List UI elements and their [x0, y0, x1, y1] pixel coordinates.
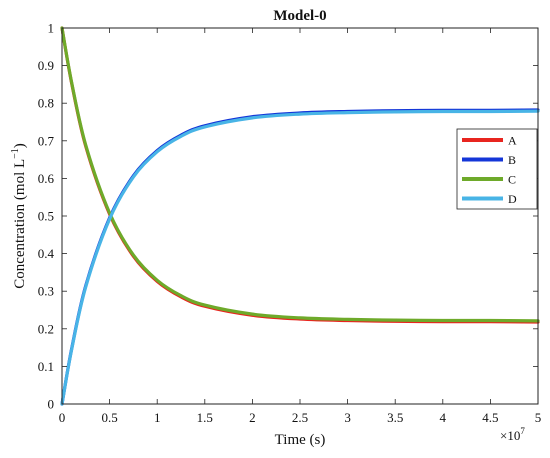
- plot-background: [62, 28, 538, 404]
- series-line-C: [60, 26, 540, 323]
- legend-label-A: A: [508, 134, 517, 148]
- legend-label-D: D: [508, 192, 517, 206]
- x-tick-label: 1: [154, 410, 161, 425]
- y-tick-label: 0.6: [38, 171, 55, 186]
- y-tick-label: 0.9: [38, 58, 54, 73]
- x-tick-label: 4: [440, 410, 447, 425]
- legend-label-B: B: [508, 153, 516, 167]
- x-exponent-base: ×10: [500, 428, 520, 443]
- x-tick-label: 1.5: [197, 410, 213, 425]
- y-axis-label-main: Concentration (mol L: [12, 159, 28, 289]
- x-exponent-label: ×107: [500, 426, 525, 443]
- series-layer: [60, 26, 540, 406]
- x-tick-label: 3.5: [387, 410, 403, 425]
- y-tick-label: 0.2: [38, 321, 54, 336]
- y-tick-label: 0.4: [38, 246, 55, 261]
- y-axis-label-superscript: −1: [10, 148, 21, 159]
- y-tick-label: 0.5: [38, 209, 54, 224]
- x-tick-label: 3: [344, 410, 351, 425]
- y-axis-label-close: ): [12, 143, 28, 148]
- x-axis-label: Time (s): [275, 432, 326, 448]
- x-tick-label: 2.5: [292, 410, 308, 425]
- legend-box: [456, 128, 538, 210]
- y-tick-label: 0.7: [38, 133, 55, 148]
- chart-title: Model-0: [273, 8, 326, 24]
- x-tick-label: 0: [59, 410, 66, 425]
- y-tick-label: 0.3: [38, 284, 54, 299]
- y-axis-ticks: 0 0.1 0.2 0.3 0.4 0.5 0.6 0.7 0.8 0.9 1: [38, 21, 538, 412]
- y-tick-label: 0.1: [38, 359, 54, 374]
- y-tick-label: 0.8: [38, 96, 54, 111]
- series-line-D: [60, 109, 540, 406]
- x-tick-label: 5: [535, 410, 542, 425]
- y-axis-label: Concentration (mol L−1): [10, 143, 28, 289]
- x-axis-ticks: 0 0.5 1 1.5 2 2.5 3 3.5 4 4.5 5: [59, 28, 542, 425]
- x-tick-label: 2: [249, 410, 256, 425]
- legend-label-C: C: [508, 173, 516, 187]
- y-tick-label: 0: [48, 397, 55, 412]
- x-tick-label: 4.5: [482, 410, 498, 425]
- y-tick-label: 1: [48, 21, 55, 36]
- x-tick-label: 0.5: [101, 410, 117, 425]
- x-exponent-power: 7: [520, 426, 525, 436]
